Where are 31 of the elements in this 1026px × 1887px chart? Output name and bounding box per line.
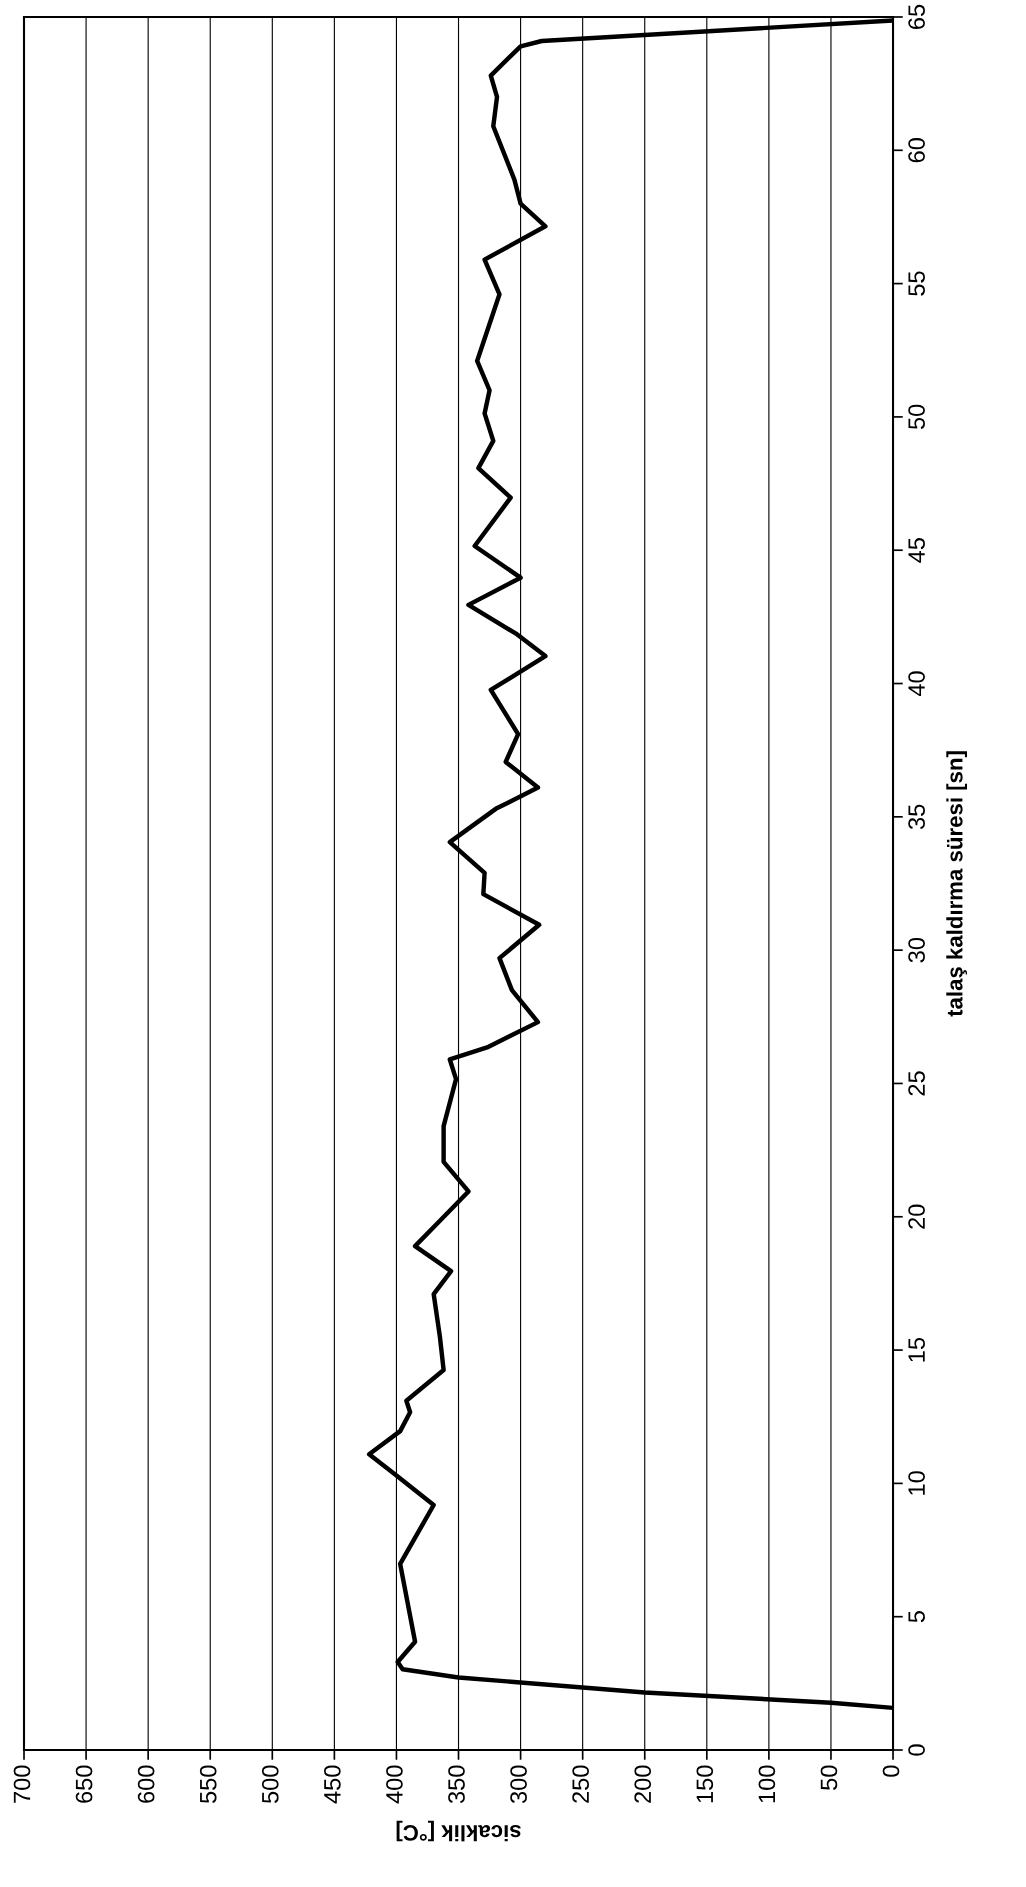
x-tick-label: 250: [572, 1765, 589, 1803]
y-tick-label: 35: [908, 804, 925, 830]
x-tick-label: 600: [137, 1765, 155, 1803]
y-tick-label: 45: [908, 538, 925, 563]
x-axis-title: sicaklik [°C]: [396, 1820, 521, 1842]
y-tick-label: 20: [908, 1204, 925, 1229]
x-tick-label: 150: [696, 1765, 714, 1803]
y-tick-label: 25: [908, 1071, 925, 1096]
x-tick-label: 100: [758, 1765, 776, 1803]
y-tick-label: 60: [908, 138, 925, 163]
x-tick-label: 450: [323, 1765, 341, 1804]
y-tick-label: 55: [908, 271, 925, 296]
x-tick-label: 0: [882, 1765, 900, 1777]
x-tick-label: 650: [75, 1765, 93, 1803]
y-tick-label: 0: [908, 1744, 925, 1756]
x-tick-label: 200: [634, 1765, 652, 1803]
x-tick-label: 350: [448, 1765, 465, 1804]
x-tick-label: 300: [510, 1765, 527, 1804]
y-tick-label: 5: [908, 1611, 925, 1623]
y-tick-label: 65: [908, 4, 925, 29]
x-tick-label: 500: [261, 1765, 279, 1804]
y-tick-label: 15: [908, 1337, 925, 1362]
y-tick-label: 10: [908, 1471, 925, 1495]
y-axis-title: talaş kaldırma süresi [sn]: [946, 751, 968, 1017]
y-tick-label: 40: [908, 671, 925, 697]
x-tick-label: 700: [13, 1765, 31, 1803]
x-tick-label: 400: [386, 1765, 403, 1804]
y-tick-label: 50: [908, 404, 925, 430]
x-tick-label: 550: [199, 1765, 217, 1804]
x-tick-label: 50: [820, 1765, 838, 1790]
y-tick-label: 30: [908, 937, 925, 963]
